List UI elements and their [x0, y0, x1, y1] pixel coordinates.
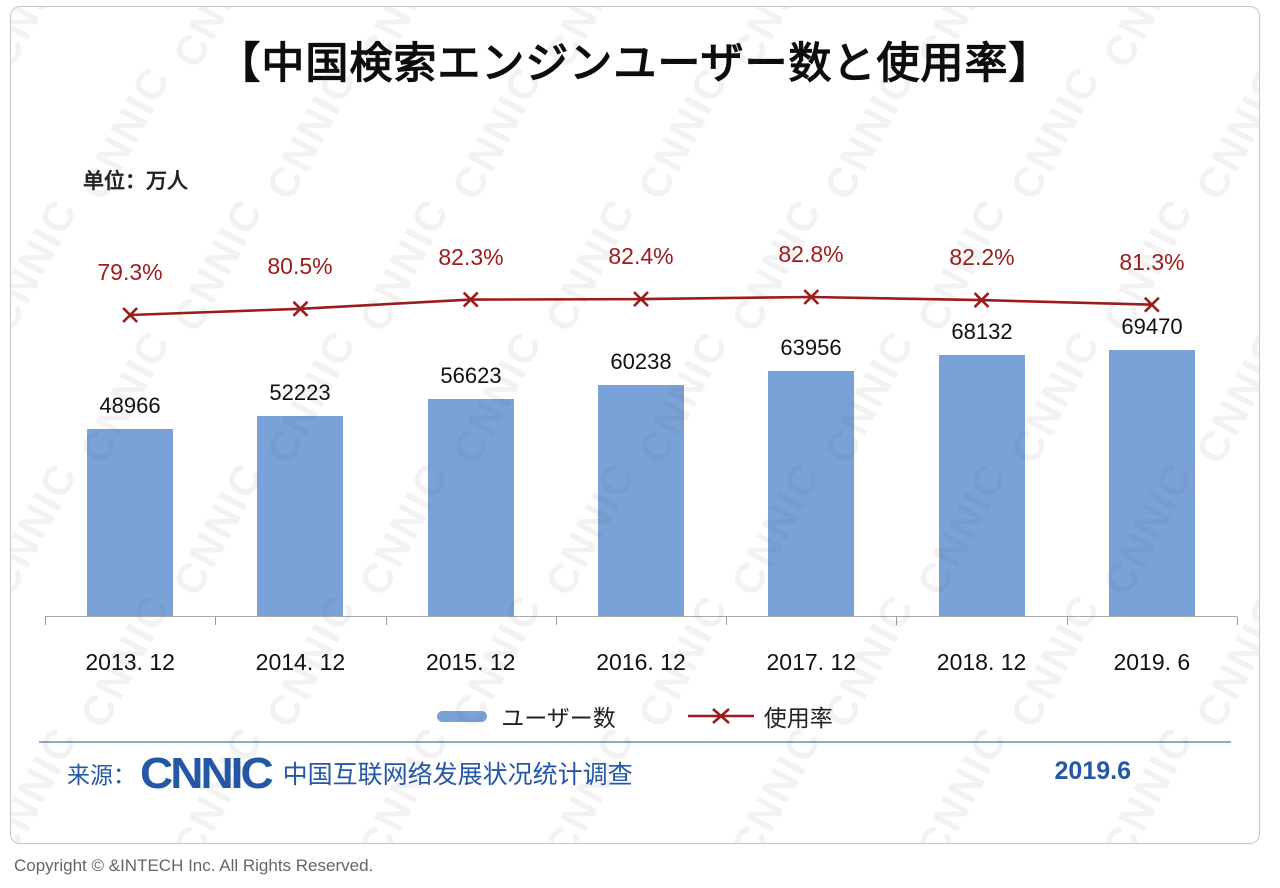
x-axis-label: 2014. 12	[255, 649, 346, 675]
usage-rate-label: 82.8%	[778, 241, 844, 267]
chart-card: 【中国検索エンジンユーザー数と使用率】 单位：万人 48966 52223 5662…	[10, 6, 1260, 844]
chart-title: 【中国検索エンジンユーザー数と使用率】	[217, 40, 1053, 88]
x-axis-tick	[1067, 617, 1068, 625]
bar-value-label: 48966	[99, 393, 161, 418]
x-axis-tick	[556, 617, 557, 625]
usage-rate-point	[292, 300, 309, 317]
usage-rate-point	[462, 291, 479, 308]
usage-rate-label: 79.3%	[97, 259, 163, 285]
user-count-bar	[428, 399, 514, 616]
user-count-bar	[257, 416, 343, 616]
legend-rate-label: 使用率	[763, 705, 833, 731]
source-text: 中国互联网络发展状况统计调查	[282, 761, 633, 789]
x-axis-label: 2016. 12	[596, 649, 686, 675]
x-axis-label: 2015. 12	[425, 649, 516, 675]
plot-area: 48966 52223 56623 60238 63956 68132 69470 79.3%…	[45, 147, 1238, 625]
source-prefix: 来源：	[67, 762, 136, 788]
x-axis-tick	[726, 617, 727, 625]
x-axis-tick	[1237, 617, 1238, 625]
x-axis-tick	[386, 617, 387, 625]
legend-item-users: ユーザー数	[437, 699, 616, 733]
user-count-bar	[1109, 350, 1195, 616]
usage-rate-label: 82.4%	[608, 243, 674, 269]
user-count-bar	[598, 385, 684, 616]
usage-rate-line	[122, 289, 1160, 323]
chart-legend: ユーザー数 使用率	[11, 699, 1259, 733]
usage-rate-label: 82.2%	[949, 244, 1015, 270]
x-axis-tick	[215, 617, 216, 625]
usage-rate-label: 81.3%	[1119, 249, 1185, 275]
usage-rate-point	[633, 291, 649, 307]
usage-rate-point	[973, 292, 990, 309]
x-axis-tick	[896, 617, 897, 625]
usage-rate-label: 82.3%	[438, 244, 504, 270]
bar-value-label: 68132	[951, 319, 1013, 344]
legend-users-label: ユーザー数	[501, 705, 616, 731]
legend-item-rate: 使用率	[687, 699, 833, 733]
x-axis-tick	[45, 617, 46, 625]
source-date: 2019.6	[1054, 757, 1131, 785]
x-axis-label: 2018. 12	[936, 649, 1027, 675]
users-bar-swatch-icon	[437, 710, 488, 722]
cnnic-logo: CNNIC	[140, 748, 274, 798]
usage-rate-point	[1143, 296, 1160, 313]
user-count-bar	[768, 371, 854, 616]
user-count-bar	[939, 355, 1025, 616]
bar-value-label: 63956	[780, 335, 842, 360]
bar-value-label: 52223	[269, 380, 331, 405]
x-axis-label: 2019. 6	[1113, 649, 1191, 675]
cnnic-watermark: CNNIC	[721, 718, 831, 843]
footer-divider	[39, 741, 1231, 743]
user-count-bar	[87, 429, 173, 616]
bar-value-label: 56623	[440, 363, 502, 388]
x-axis-labels: 2013. 12 2014. 12 2015. 12 2016. 12 2017. 12…	[45, 649, 1237, 676]
usage-rate-point	[122, 307, 139, 323]
copyright-text: Copyright © &INTECH Inc. All Rights Rese…	[14, 856, 374, 875]
bar-value-label: 60238	[610, 349, 672, 374]
x-axis-label: 2017. 12	[766, 649, 857, 675]
usage-rate-point	[803, 289, 820, 305]
x-axis-label: 2013. 12	[85, 649, 175, 675]
cnnic-watermark: CNNIC	[907, 718, 1017, 843]
usage-rate-line-icon	[687, 708, 754, 724]
usage-rate-label: 80.5%	[267, 253, 333, 279]
source-row: 来源： CNNIC 中国互联网络发展状况统计调查	[67, 743, 633, 803]
bar-value-label: 69470	[1121, 314, 1183, 339]
unit-label: 单位：万人	[83, 170, 188, 193]
